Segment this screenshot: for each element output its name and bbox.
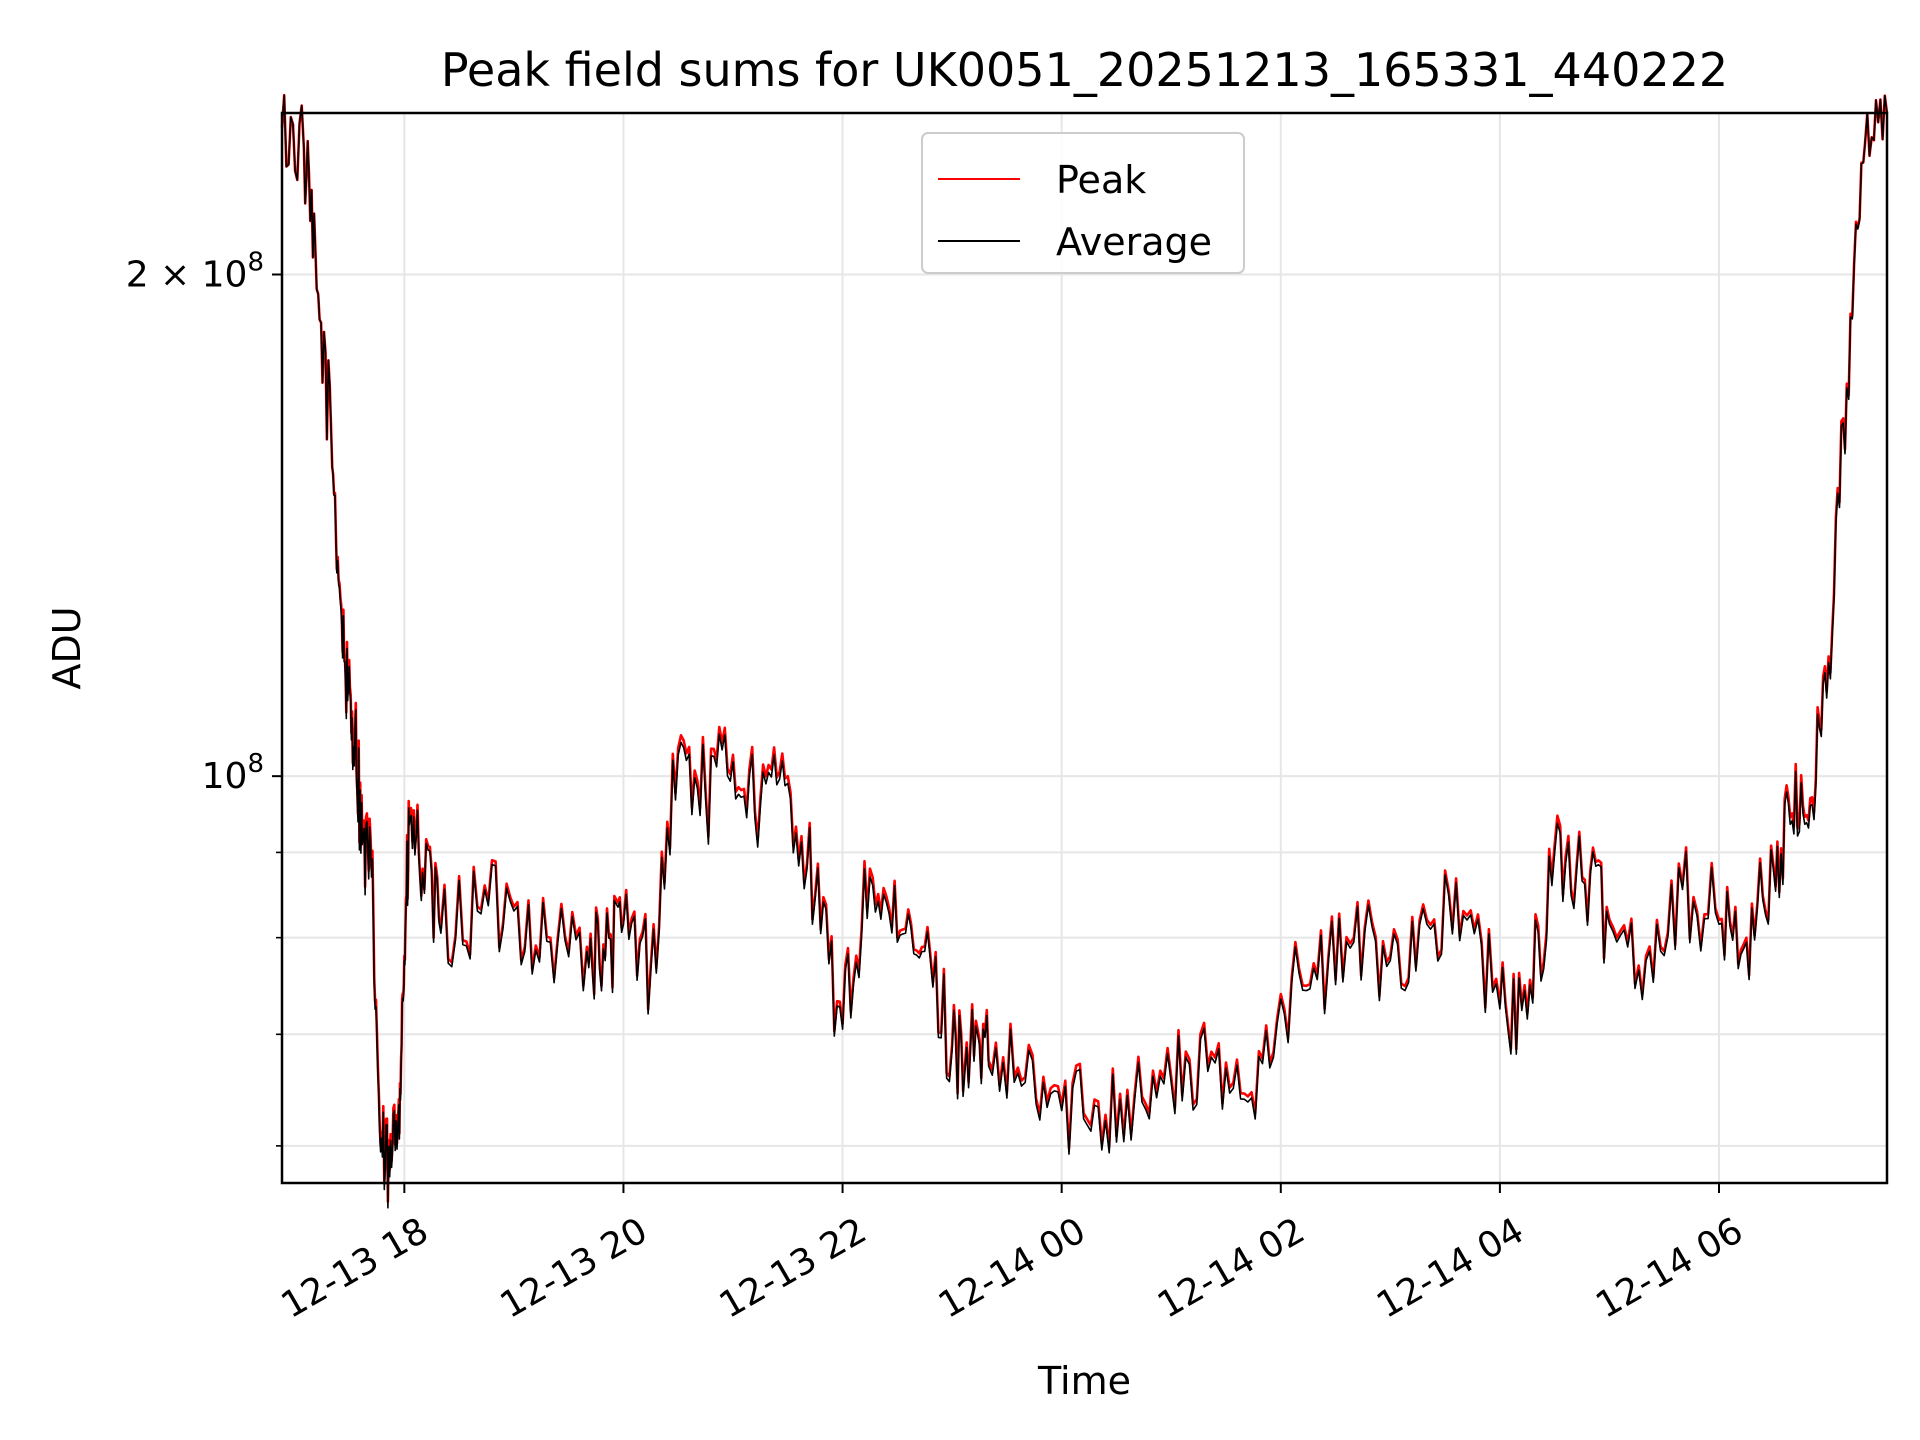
plot-frame	[280, 111, 1889, 1185]
legend-label-average: Average	[1056, 220, 1212, 264]
y-tick-label-exponent: 8	[247, 248, 264, 278]
x-axis-label: Time	[1037, 1359, 1131, 1403]
legend-label-peak: Peak	[1056, 158, 1146, 202]
x-tick-label: 12-13 22	[713, 1210, 874, 1326]
x-tick-label: 12-13 20	[494, 1210, 655, 1326]
y-tick-label-exponent: 8	[247, 749, 264, 779]
legend-box	[921, 132, 1245, 274]
x-tick-label: 12-14 02	[1151, 1210, 1312, 1326]
y-tick-label-base: 10	[202, 756, 248, 797]
series-layer	[280, 93, 1889, 1209]
x-tick-label: 12-14 04	[1370, 1210, 1531, 1326]
y-tick-label-base: 2 × 10	[126, 255, 248, 296]
x-tick-label: 12-14 06	[1589, 1210, 1750, 1326]
ticks: 12-13 18 12-13 20 12-13 22 12-14 00 12-14 02…	[126, 248, 1750, 1327]
y-axis-label: ADU	[45, 606, 89, 689]
chart-title: Peak field sums for UK0051_20251213_1653…	[441, 43, 1728, 97]
y-tick-label: 108	[202, 749, 264, 797]
x-tick-label: 12-14 00	[932, 1210, 1093, 1326]
x-tick-label: 12-13 18	[275, 1210, 436, 1326]
series-line-average	[281, 94, 1888, 1209]
legend: Peak Average	[921, 132, 1245, 274]
y-tick-label: 2 × 108	[126, 248, 264, 296]
